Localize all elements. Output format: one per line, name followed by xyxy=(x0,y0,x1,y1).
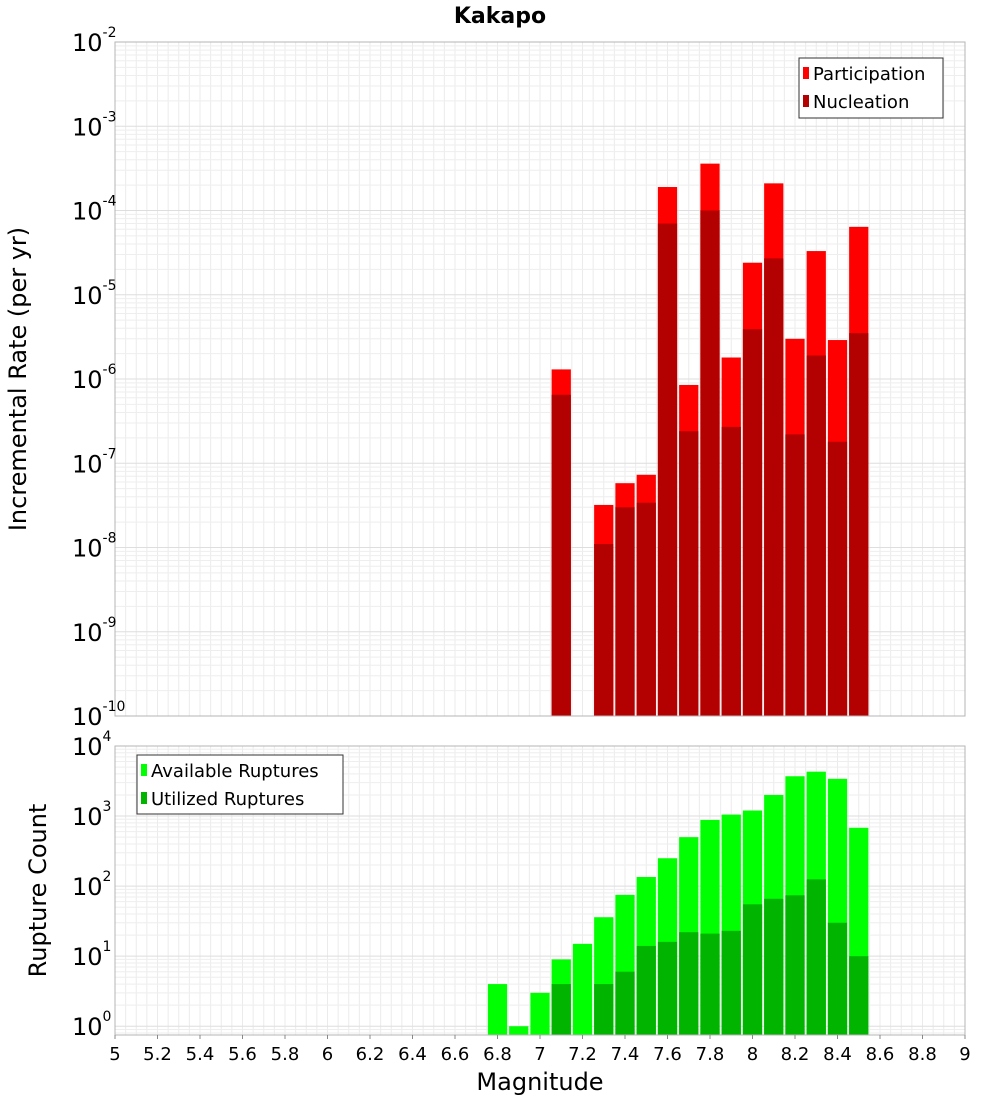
rate-plot: 10-10 10-9 10-8 10-7 10-6 10-5 10-4 10-3 10-2 Inc… xyxy=(4,25,966,731)
x-tick-label: 9 xyxy=(959,1044,970,1065)
rate-bar-nucleation-7.6 xyxy=(657,223,678,717)
count-y-tick-label: 101 xyxy=(72,939,111,971)
count-bar-utilized-ruptures-7.5 xyxy=(636,945,656,1035)
rate-legend: Participation Nucleation xyxy=(798,57,944,119)
rate-gridlines xyxy=(114,41,966,717)
rate-y-ticks: 10-10 10-9 10-8 10-7 10-6 10-5 10-4 10-3 10-2 xyxy=(72,25,125,731)
x-ticks: 5 5.2 5.4 5.6 5.8 6 6.2 6.4 6.6 6.8 7 7.2 7.4 7.6 7.8 8… xyxy=(109,1035,971,1065)
legend-label-participation: Participation xyxy=(813,64,925,85)
rate-bar-nucleation-8.5 xyxy=(849,333,869,716)
count-bar-utilized-ruptures-8.2 xyxy=(785,895,805,1035)
x-tick-label: 6.2 xyxy=(356,1044,385,1065)
count-y-ticks: 100 101 102 103 104 xyxy=(72,729,112,1041)
x-tick-label: 6 xyxy=(322,1044,333,1065)
legend-swatch-nucleation xyxy=(803,95,809,107)
x-tick-label: 6.4 xyxy=(398,1044,427,1065)
rate-bar-nucleation-7.1 xyxy=(551,394,571,716)
count-bar-utilized-ruptures-8.1 xyxy=(764,898,784,1035)
x-tick-label: 5 xyxy=(109,1044,120,1065)
rate-y-tick-label: 10-9 xyxy=(72,615,117,647)
rate-series-1 xyxy=(551,210,869,717)
rate-bar-nucleation-8.1 xyxy=(764,258,784,716)
count-bar-utilized-ruptures-7.4 xyxy=(615,971,635,1035)
count-y-tick-label: 104 xyxy=(72,729,112,761)
chart-title: Kakapo xyxy=(454,4,546,29)
count-y-tick-label: 100 xyxy=(72,1009,111,1041)
rate-y-tick-label: 10-10 xyxy=(72,699,125,731)
rate-y-tick-label: 10-3 xyxy=(72,109,117,141)
count-bar-utilized-ruptures-7.6 xyxy=(657,941,678,1035)
rate-y-axis-label: Incremental Rate (per yr) xyxy=(4,227,32,531)
count-bar-available-ruptures-7 xyxy=(530,992,550,1035)
rate-y-tick-label: 10-2 xyxy=(72,25,117,57)
count-bar-utilized-ruptures-7.3 xyxy=(594,984,614,1035)
count-bar-available-ruptures-7.2 xyxy=(572,943,593,1035)
x-tick-label: 6.6 xyxy=(441,1044,470,1065)
rate-y-tick-label: 10-4 xyxy=(72,194,117,226)
x-tick-label: 7.2 xyxy=(568,1044,597,1065)
legend-label-utilized-ruptures: Utilized Ruptures xyxy=(151,789,304,810)
count-y-axis-label: Rupture Count xyxy=(24,804,52,978)
x-tick-label: 5.4 xyxy=(186,1044,215,1065)
count-bar-available-ruptures-6.9 xyxy=(509,1026,529,1035)
rate-bar-nucleation-7.7 xyxy=(679,431,699,716)
count-legend: Available Ruptures Utilized Ruptures xyxy=(136,754,344,815)
count-bar-utilized-ruptures-7.8 xyxy=(700,933,720,1035)
x-tick-label: 8 xyxy=(747,1044,758,1065)
count-bar-utilized-ruptures-7.9 xyxy=(721,930,741,1035)
rate-bar-nucleation-8.3 xyxy=(806,355,826,716)
rate-bar-nucleation-7.9 xyxy=(721,426,741,716)
rate-y-tick-label: 10-8 xyxy=(72,531,117,563)
rate-y-tick-label: 10-6 xyxy=(72,362,117,394)
count-y-tick-label: 102 xyxy=(72,869,111,901)
legend-swatch-participation xyxy=(803,67,809,79)
count-bar-utilized-ruptures-8.4 xyxy=(827,922,848,1035)
x-tick-label: 8.8 xyxy=(908,1044,937,1065)
rate-bar-nucleation-7.8 xyxy=(700,210,720,716)
count-bar-utilized-ruptures-8 xyxy=(742,904,763,1035)
count-series-1 xyxy=(551,879,869,1035)
count-bar-utilized-ruptures-7.7 xyxy=(679,932,699,1035)
x-tick-label: 7.4 xyxy=(611,1044,640,1065)
count-bar-utilized-ruptures-7.1 xyxy=(551,984,571,1035)
rate-plot-frame xyxy=(114,41,966,717)
x-axis-label: Magnitude xyxy=(476,1068,603,1096)
legend-swatch-utilized-ruptures xyxy=(141,792,147,804)
rate-y-tick-label: 10-7 xyxy=(72,446,117,478)
x-tick-label: 5.6 xyxy=(228,1044,257,1065)
rate-bar-nucleation-8 xyxy=(742,329,763,716)
x-tick-label: 8.4 xyxy=(823,1044,852,1065)
rupture-count-plot: 100 101 102 103 104 Rupture Count Available Ru… xyxy=(24,729,971,1096)
x-tick-label: 7.8 xyxy=(696,1044,725,1065)
legend-label-nucleation: Nucleation xyxy=(813,92,909,113)
legend-label-available-ruptures: Available Ruptures xyxy=(151,761,319,782)
rate-bar-nucleation-8.4 xyxy=(827,441,848,716)
rate-bar-nucleation-7.4 xyxy=(615,507,635,716)
x-tick-label: 7 xyxy=(534,1044,545,1065)
x-tick-label: 5.8 xyxy=(271,1044,300,1065)
x-tick-label: 6.8 xyxy=(483,1044,512,1065)
legend-swatch-available-ruptures xyxy=(141,764,147,776)
x-tick-label: 7.6 xyxy=(653,1044,682,1065)
rate-bar-nucleation-7.5 xyxy=(636,502,656,716)
count-y-tick-label: 103 xyxy=(72,799,111,831)
x-tick-label: 8.2 xyxy=(781,1044,810,1065)
count-bar-available-ruptures-6.8 xyxy=(487,984,508,1035)
x-tick-label: 8.6 xyxy=(866,1044,895,1065)
x-tick-label: 5.2 xyxy=(143,1044,172,1065)
rate-bar-nucleation-8.2 xyxy=(785,434,805,716)
count-bar-utilized-ruptures-8.5 xyxy=(849,956,869,1035)
count-bar-utilized-ruptures-8.3 xyxy=(806,879,826,1035)
rate-y-tick-label: 10-5 xyxy=(72,278,117,310)
rate-bar-nucleation-7.3 xyxy=(594,544,614,716)
